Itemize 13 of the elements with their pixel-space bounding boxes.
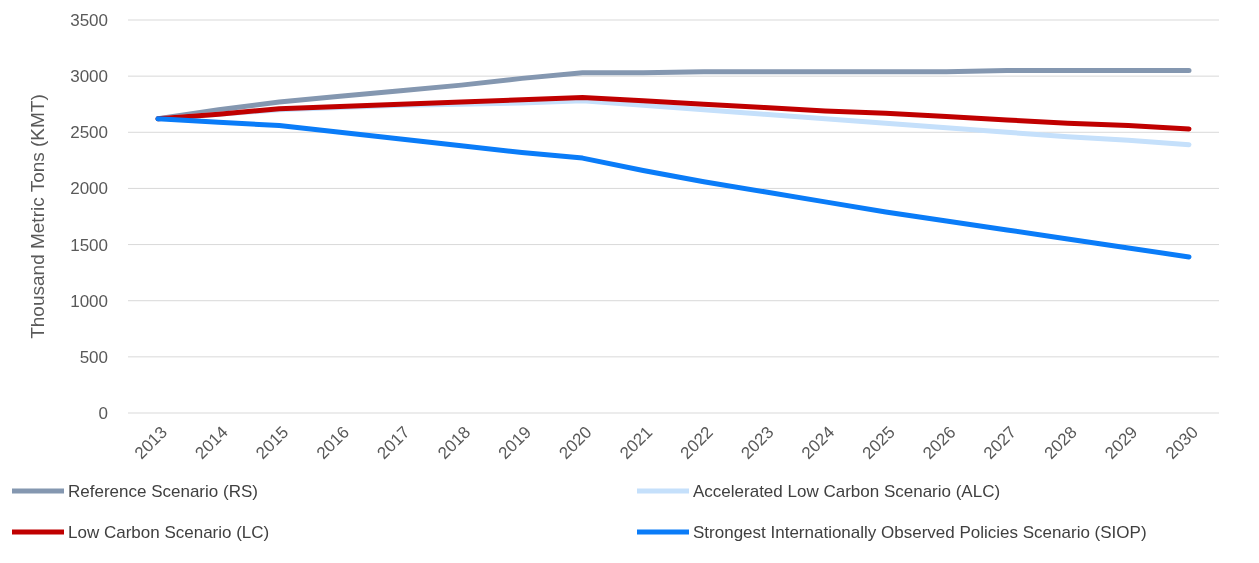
y-tick-label: 2500 (70, 123, 108, 143)
y-tick-label: 0 (98, 403, 108, 423)
y-tick-label: 1000 (70, 291, 108, 311)
y-tick-label: 3000 (70, 67, 108, 87)
legend-label: Low Carbon Scenario (LC) (68, 522, 270, 542)
y-tick-label: 1500 (70, 235, 108, 255)
y-tick-label: 500 (79, 347, 108, 367)
legend-label: Accelerated Low Carbon Scenario (ALC) (693, 481, 1001, 501)
y-axis-title: Thousand Metric Tons (KMT) (27, 94, 48, 339)
y-tick-label: 3500 (70, 10, 108, 30)
y-tick-label: 2000 (70, 179, 108, 199)
legend-label: Strongest Internationally Observed Policies Scenario (SIOP) (693, 522, 1147, 542)
legend-label: Reference Scenario (RS) (68, 481, 258, 501)
